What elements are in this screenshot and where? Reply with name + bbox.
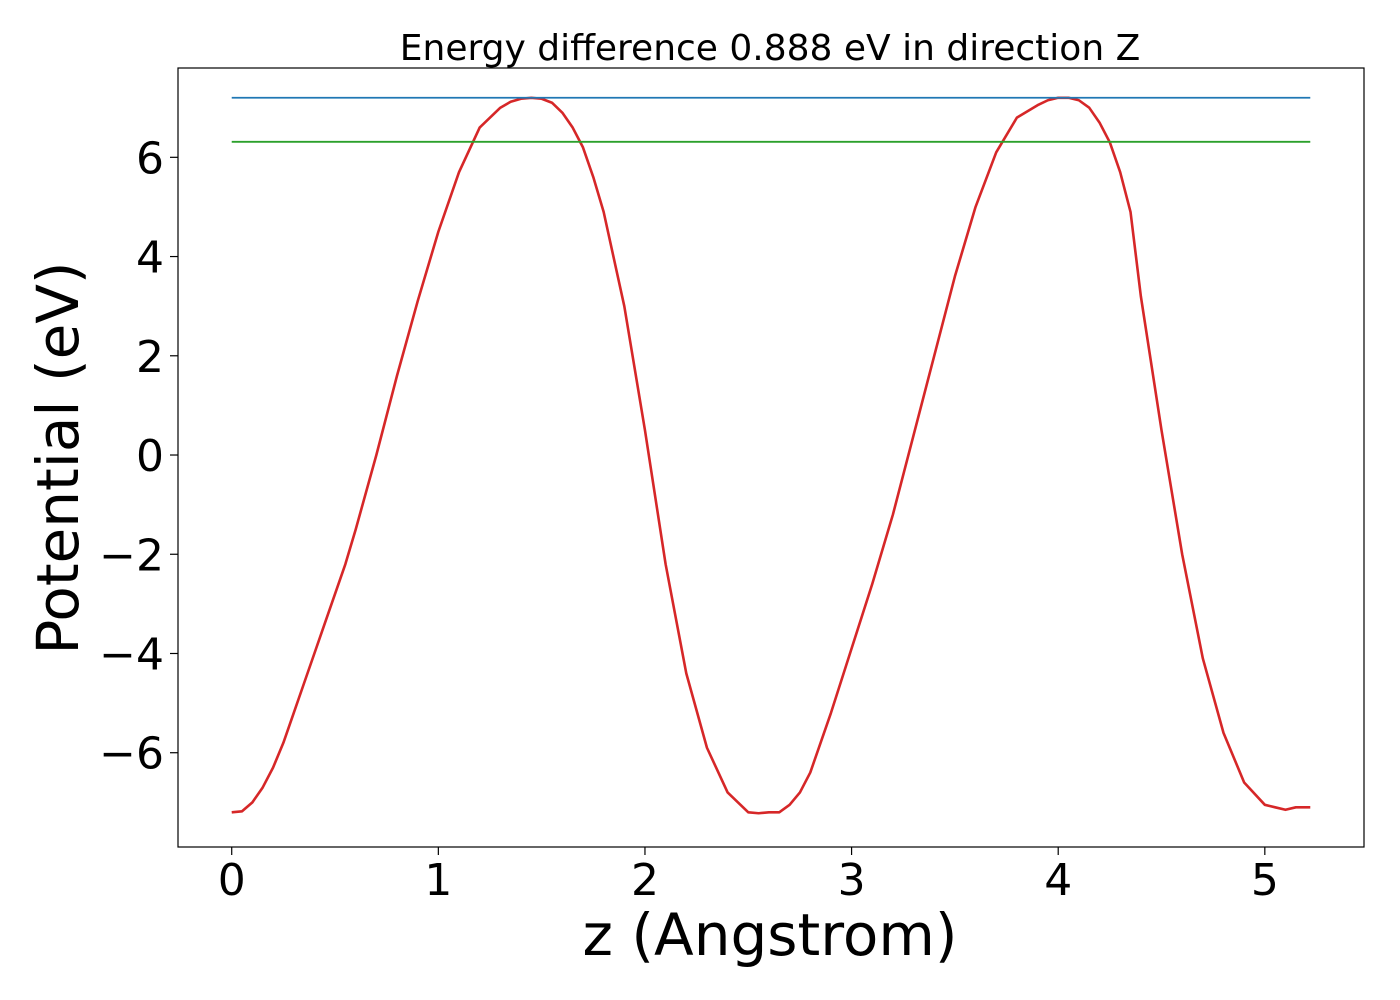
y-tick-label: 2 — [136, 332, 164, 383]
series-line-0 — [231, 96, 1311, 815]
x-axis-label: z (Angstrom) — [583, 901, 958, 969]
x-tick-label: 4 — [1044, 855, 1072, 906]
y-tick-label: 0 — [136, 431, 164, 482]
plot-area — [177, 67, 1365, 848]
x-tick-label: 1 — [424, 855, 452, 906]
x-tick-label: 0 — [218, 855, 246, 906]
x-tick-label: 5 — [1251, 855, 1279, 906]
y-tick-label: −6 — [99, 729, 164, 780]
y-tick-label: −2 — [99, 530, 164, 581]
plot-frame — [177, 67, 1365, 848]
x-tick-label: 3 — [838, 855, 866, 906]
y-axis-ticks: −6 −4 −2 0 2 4 6 — [99, 133, 178, 780]
x-tick-label: 2 — [631, 855, 659, 906]
y-tick-label: 6 — [136, 133, 164, 184]
y-tick-label: 4 — [136, 233, 164, 284]
x-axis-ticks: 0 1 2 3 4 5 — [218, 847, 1279, 906]
y-axis-label: Potential (eV) — [24, 261, 92, 654]
chart-title: Energy difference 0.888 eV in direction … — [400, 28, 1141, 69]
y-tick-label: −4 — [99, 629, 164, 680]
